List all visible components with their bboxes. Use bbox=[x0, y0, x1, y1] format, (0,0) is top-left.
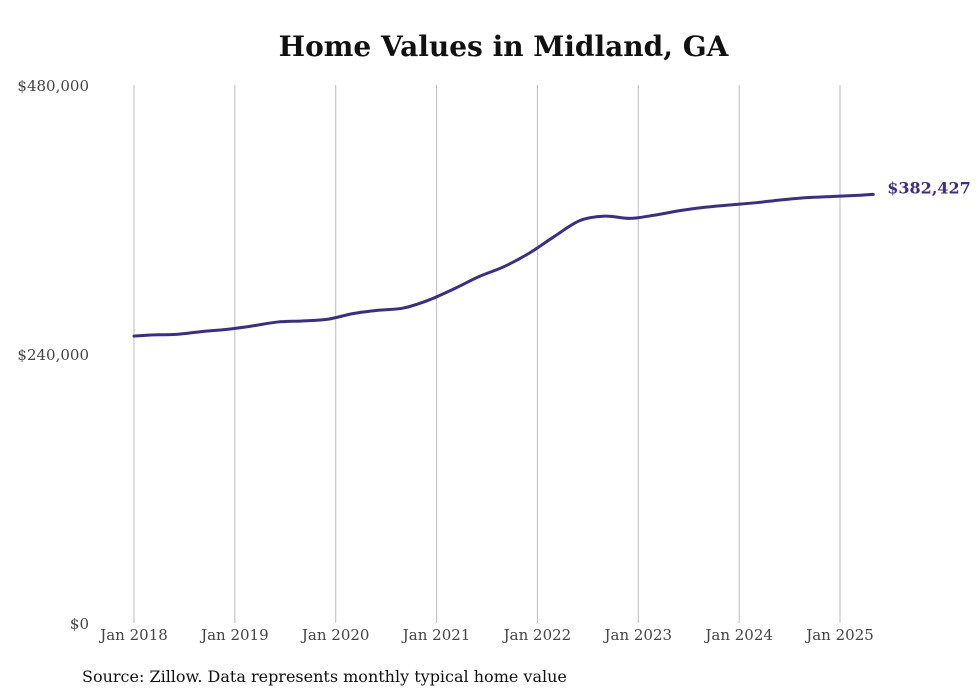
gridlines bbox=[133, 85, 841, 623]
x-tick-label-3: Jan 2021 bbox=[401, 626, 471, 644]
x-tick-label-6: Jan 2024 bbox=[703, 626, 773, 644]
end-value-label-0: $382,427 bbox=[887, 178, 971, 197]
series-group: $382,427 bbox=[132, 178, 971, 338]
series-line-0 bbox=[132, 192, 875, 338]
x-tick-label-1: Jan 2019 bbox=[199, 626, 269, 644]
source-note: Source: Zillow. Data represents monthly … bbox=[82, 667, 567, 686]
x-tick-label-2: Jan 2020 bbox=[300, 626, 370, 644]
x-tick-label-7: Jan 2025 bbox=[804, 626, 874, 644]
y-tick-label-2: $480,000 bbox=[17, 77, 89, 95]
x-tick-label-4: Jan 2022 bbox=[502, 626, 572, 644]
x-tick-label-5: Jan 2023 bbox=[603, 626, 673, 644]
y-tick-label-0: $0 bbox=[70, 615, 89, 633]
x-axis: Jan 2018 Jan 2019 Jan 2020 Jan 2021 Jan 2022… bbox=[98, 626, 874, 644]
chart-title: Home Values in Midland, GA bbox=[278, 30, 729, 63]
x-tick-label-0: Jan 2018 bbox=[98, 626, 168, 644]
y-tick-label-1: $240,000 bbox=[17, 346, 89, 364]
y-axis: $0 $240,000 $480,000 bbox=[17, 77, 89, 633]
